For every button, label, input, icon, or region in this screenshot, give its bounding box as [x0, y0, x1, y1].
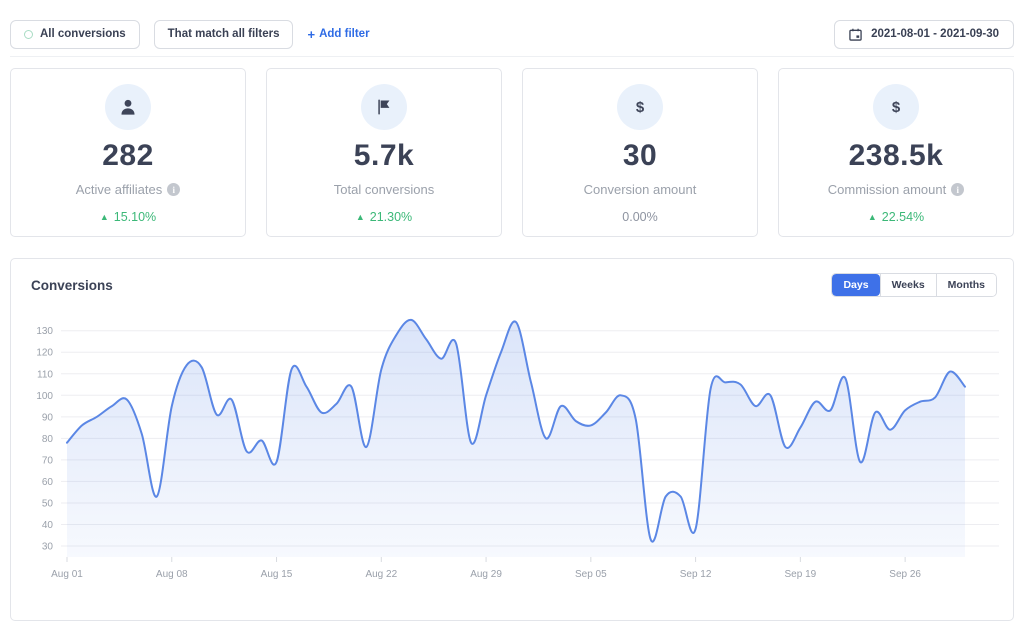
svg-text:Sep 05: Sep 05: [575, 569, 607, 580]
header-divider: [10, 56, 1014, 57]
filter-bar: All conversions That match all filters +…: [10, 19, 1014, 49]
svg-text:130: 130: [36, 326, 53, 337]
info-icon[interactable]: i: [951, 183, 965, 196]
range-tab-days[interactable]: Days: [832, 274, 880, 296]
stat-card-commission-amount: $ 238.5k Commission amount i ▲ 22.54%: [778, 68, 1014, 237]
svg-text:Sep 26: Sep 26: [889, 569, 921, 580]
svg-text:50: 50: [42, 498, 54, 509]
stat-label: Commission amount: [827, 182, 947, 197]
svg-text:110: 110: [37, 369, 53, 380]
stat-value: 238.5k: [848, 139, 944, 172]
info-icon[interactable]: i: [167, 183, 181, 196]
trend-up-icon: ▲: [867, 212, 877, 222]
dollar-icon: $: [873, 84, 919, 130]
svg-text:Sep 12: Sep 12: [680, 569, 712, 580]
all-conversions-label: All conversions: [40, 28, 126, 40]
date-range-value: 2021-08-01 - 2021-09-30: [871, 28, 999, 40]
add-filter-label: Add filter: [319, 28, 370, 40]
trend-up-icon: ▲: [99, 212, 109, 222]
date-range-picker[interactable]: 2021-08-01 - 2021-09-30: [834, 19, 1014, 49]
calendar-icon: [849, 28, 862, 41]
match-filters-label: That match all filters: [167, 28, 280, 40]
flag-icon: [361, 84, 407, 130]
stat-value: 5.7k: [353, 139, 415, 172]
stat-value: 30: [622, 139, 658, 172]
svg-text:30: 30: [42, 542, 54, 553]
svg-text:60: 60: [42, 477, 54, 488]
match-filters-button[interactable]: That match all filters: [153, 19, 294, 49]
svg-text:80: 80: [42, 434, 54, 445]
user-icon: [105, 84, 151, 130]
svg-text:Aug 29: Aug 29: [470, 569, 502, 580]
range-tab-months[interactable]: Months: [935, 274, 996, 296]
stat-label: Total conversions: [333, 182, 435, 197]
svg-text:Aug 15: Aug 15: [261, 569, 293, 580]
stat-label: Conversion amount: [583, 182, 697, 197]
all-conversions-button[interactable]: All conversions: [10, 19, 140, 49]
range-toggle: Days Weeks Months: [831, 273, 997, 297]
svg-text:Aug 22: Aug 22: [365, 569, 397, 580]
plus-icon: +: [307, 26, 316, 42]
stat-card-conversion-amount: $ 30 Conversion amount 0.00%: [522, 68, 758, 237]
svg-text:Aug 08: Aug 08: [156, 569, 188, 580]
stat-change: 15.10%: [113, 210, 157, 224]
status-ring-icon: [24, 29, 33, 39]
chart-title: Conversions: [31, 277, 113, 293]
svg-text:Sep 19: Sep 19: [785, 569, 817, 580]
stat-change: 0.00%: [622, 210, 658, 224]
svg-text:70: 70: [42, 455, 54, 466]
stat-change: 21.30%: [369, 210, 413, 224]
trend-up-icon: ▲: [355, 212, 365, 222]
stat-label: Active affiliates: [75, 182, 163, 197]
svg-text:90: 90: [42, 412, 54, 423]
add-filter-button[interactable]: + Add filter: [307, 27, 369, 42]
svg-text:120: 120: [36, 348, 53, 359]
stat-card-total-conversions: 5.7k Total conversions ▲ 21.30%: [266, 68, 502, 237]
stat-cards-row: 282 Active affiliates i ▲ 15.10% 5.7k To…: [10, 68, 1014, 237]
svg-text:40: 40: [42, 520, 54, 531]
range-tab-weeks[interactable]: Weeks: [879, 274, 936, 296]
stat-change: 22.54%: [881, 210, 925, 224]
stat-card-active-affiliates: 282 Active affiliates i ▲ 15.10%: [10, 68, 246, 237]
stat-value: 282: [102, 139, 154, 172]
conversions-panel: Conversions Days Weeks Months 30 40 50 60 70…: [10, 258, 1014, 621]
svg-text:Aug 01: Aug 01: [51, 569, 83, 580]
dollar-icon: $: [617, 84, 663, 130]
svg-text:100: 100: [36, 391, 53, 402]
conversions-chart-svg: 30 40 50 60 70 80 90 100 110 120 130 Aug 01 Aug 08 Au…: [36, 318, 999, 580]
